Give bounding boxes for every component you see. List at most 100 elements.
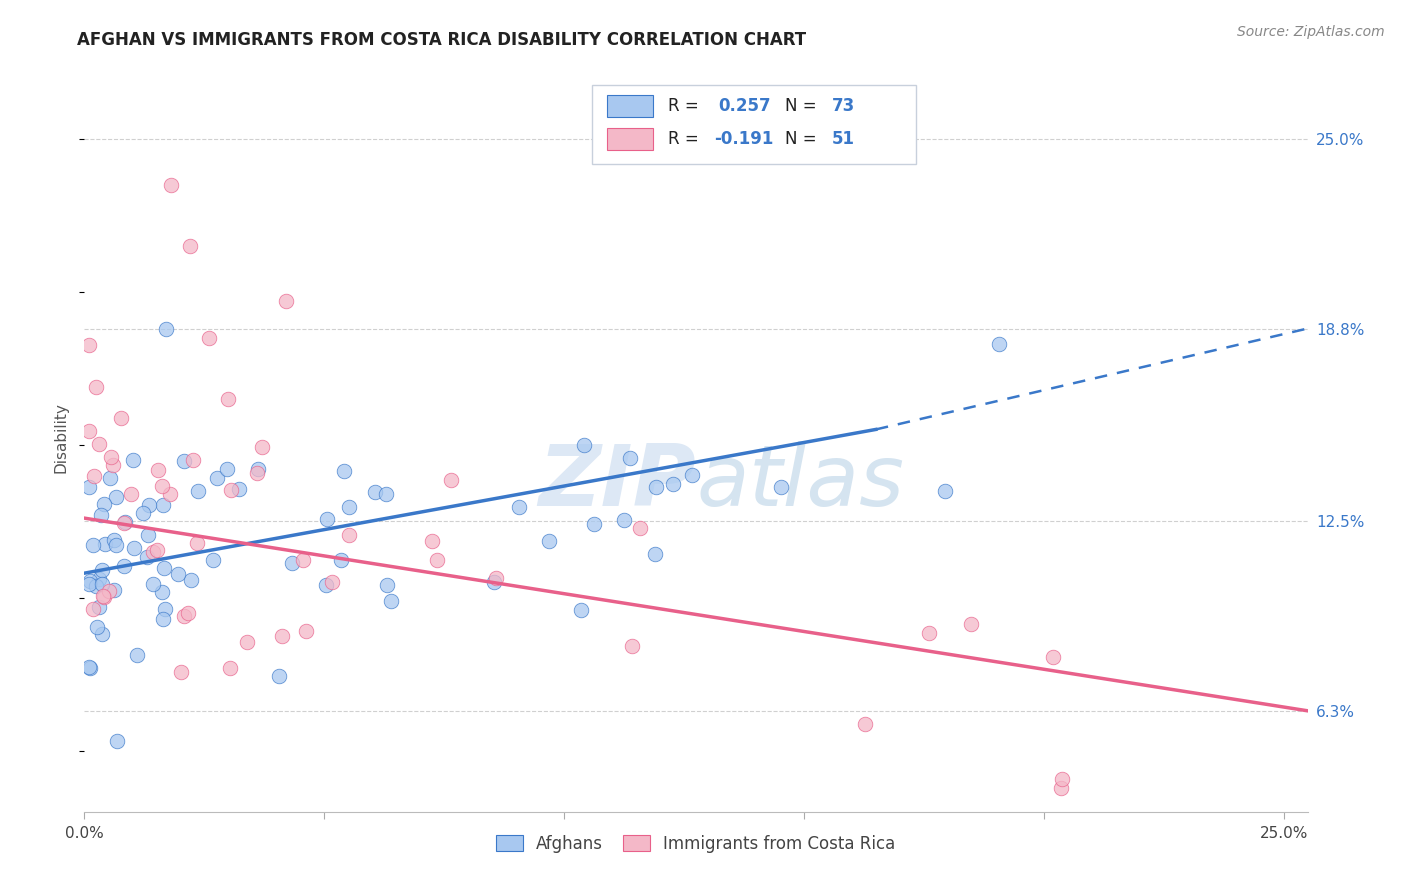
Point <box>364 485 387 500</box>
Point <box>100 450 122 464</box>
Point <box>159 487 181 501</box>
Text: -0.191: -0.191 <box>714 130 773 148</box>
Point <box>122 452 145 467</box>
Point <box>228 482 250 496</box>
Point <box>82 538 104 552</box>
Point <box>187 483 209 498</box>
Point <box>440 473 463 487</box>
Point <box>98 584 121 599</box>
FancyBboxPatch shape <box>592 85 917 163</box>
Point <box>613 513 636 527</box>
Text: N =: N = <box>786 97 823 115</box>
Point <box>84 579 107 593</box>
Point <box>181 453 204 467</box>
Point <box>380 594 402 608</box>
Point <box>619 451 641 466</box>
Point <box>219 661 242 675</box>
Point <box>337 500 360 514</box>
Point <box>136 528 159 542</box>
Point <box>628 521 651 535</box>
Point <box>145 543 167 558</box>
Point <box>271 629 294 643</box>
Point <box>152 612 174 626</box>
Point <box>138 498 160 512</box>
Text: ZIP: ZIP <box>538 441 696 524</box>
Point <box>681 467 703 482</box>
Point <box>167 566 190 581</box>
Point <box>101 458 124 473</box>
Point <box>105 734 128 748</box>
Point <box>177 607 200 621</box>
Point <box>104 490 127 504</box>
Point <box>987 337 1010 351</box>
Point <box>132 507 155 521</box>
Point <box>135 549 157 564</box>
Point <box>538 533 561 548</box>
Point <box>315 511 337 525</box>
Point <box>93 590 115 604</box>
Point <box>87 572 110 586</box>
Point <box>79 661 101 675</box>
Point <box>769 480 792 494</box>
Point <box>120 487 142 501</box>
Point <box>482 574 505 589</box>
Point <box>83 469 105 483</box>
Point <box>274 293 297 308</box>
Point <box>124 541 146 556</box>
Point <box>89 508 111 522</box>
Point <box>152 498 174 512</box>
Point <box>104 538 127 552</box>
Point <box>112 558 135 573</box>
Point <box>82 602 104 616</box>
Point <box>198 331 221 345</box>
Point <box>294 624 316 639</box>
Point <box>267 669 290 683</box>
Text: AFGHAN VS IMMIGRANTS FROM COSTA RICA DISABILITY CORRELATION CHART: AFGHAN VS IMMIGRANTS FROM COSTA RICA DIS… <box>77 31 807 49</box>
Point <box>333 464 356 478</box>
Point <box>247 461 270 475</box>
Point <box>103 533 125 548</box>
Point <box>1049 780 1071 795</box>
Point <box>90 627 112 641</box>
Point <box>644 480 666 494</box>
Point <box>84 379 107 393</box>
Point <box>426 553 449 567</box>
Point <box>315 578 337 592</box>
Point <box>959 617 981 632</box>
Point <box>112 516 135 531</box>
Text: 51: 51 <box>832 130 855 148</box>
Point <box>173 608 195 623</box>
Point <box>934 483 956 498</box>
Point <box>86 620 108 634</box>
Point <box>125 648 148 662</box>
Point <box>375 578 398 592</box>
Point <box>77 576 100 591</box>
Point <box>252 440 274 454</box>
Point <box>79 574 101 588</box>
Point <box>169 665 191 680</box>
Point <box>508 500 530 515</box>
Point <box>280 556 302 570</box>
Point <box>153 602 176 616</box>
Point <box>91 589 114 603</box>
Point <box>114 515 136 529</box>
Text: 0.257: 0.257 <box>718 97 770 115</box>
Point <box>150 479 173 493</box>
Point <box>91 577 114 591</box>
Point <box>155 321 177 335</box>
Point <box>94 537 117 551</box>
Point <box>330 553 353 567</box>
Point <box>77 424 100 438</box>
Point <box>87 437 110 451</box>
Point <box>150 585 173 599</box>
Point <box>110 410 132 425</box>
Point <box>337 528 360 542</box>
Point <box>205 471 228 485</box>
Point <box>569 603 592 617</box>
Point <box>1042 649 1064 664</box>
Point <box>87 599 110 614</box>
Point <box>179 239 201 253</box>
Point <box>93 497 115 511</box>
Point <box>321 574 343 589</box>
Point <box>662 477 685 491</box>
